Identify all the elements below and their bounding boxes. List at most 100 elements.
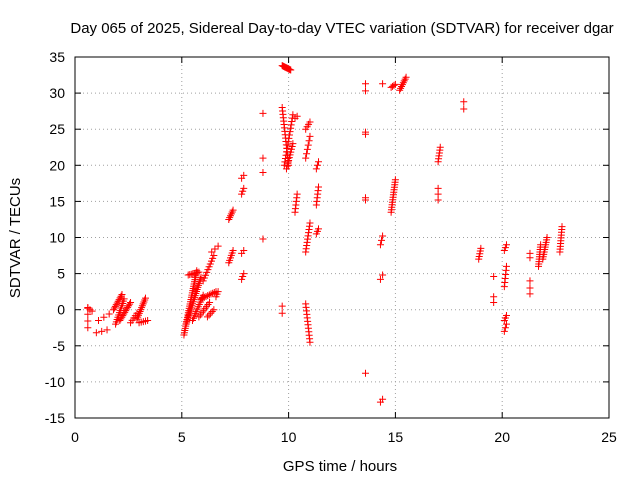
data-point (206, 298, 214, 306)
data-point (315, 225, 323, 233)
data-point (240, 270, 248, 278)
data-point (208, 248, 216, 256)
data-point (379, 232, 387, 240)
data-point (390, 81, 398, 89)
x-tick-label: 15 (388, 429, 404, 445)
data-point (434, 184, 442, 192)
data-point (281, 158, 289, 166)
data-point (306, 118, 314, 126)
data-point (285, 131, 293, 139)
x-tick-label: 25 (601, 429, 617, 445)
data-point (287, 66, 295, 74)
data-point (306, 132, 314, 140)
data-point (94, 317, 102, 325)
data-point (402, 73, 410, 81)
x-tick-label: 0 (71, 429, 79, 445)
data-point (305, 137, 313, 145)
data-point (92, 329, 100, 337)
data-point (391, 176, 399, 184)
data-point (239, 187, 247, 195)
data-point (502, 320, 510, 328)
data-point (200, 293, 208, 301)
data-point (501, 324, 509, 332)
data-point (280, 161, 288, 169)
data-point (103, 326, 111, 334)
data-point (210, 252, 218, 260)
data-point (98, 327, 106, 335)
data-point (361, 369, 369, 377)
data-point (278, 302, 286, 310)
y-tick-label: 35 (49, 49, 65, 65)
data-point (210, 306, 218, 314)
data-point (289, 111, 297, 119)
data-point (100, 313, 108, 321)
data-point (379, 271, 387, 279)
data-point (229, 246, 237, 254)
data-point (500, 327, 508, 335)
data-point (501, 244, 509, 252)
data-point (204, 292, 212, 300)
data-point (84, 324, 92, 332)
data-point (202, 292, 210, 300)
data-point (208, 308, 216, 316)
data-point (240, 246, 248, 254)
data-point (361, 128, 369, 136)
data-point (195, 268, 203, 276)
y-tick-label: -15 (45, 410, 65, 426)
y-tick-labels: -15 -10 -5 0 5 10 15 20 25 30 35 (45, 49, 65, 426)
data-point (361, 87, 369, 95)
data-point (197, 273, 205, 281)
data-point (379, 395, 387, 403)
data-point (502, 311, 510, 319)
data-point (127, 298, 135, 306)
axis-ticks (74, 56, 610, 419)
data-point (259, 235, 267, 243)
data-point (460, 105, 468, 113)
data-point (315, 183, 323, 191)
x-tick-label: 20 (494, 429, 510, 445)
data-point (283, 144, 291, 152)
y-tick-label: 0 (57, 302, 65, 318)
data-point (84, 310, 92, 318)
data-point (259, 109, 267, 117)
data-point (436, 143, 444, 151)
data-point (209, 289, 217, 297)
data-point (288, 117, 296, 125)
data-point (376, 275, 384, 283)
y-axis-label: SDTVAR / TECUs (7, 178, 24, 298)
data-point (361, 194, 369, 202)
data-point (239, 272, 247, 280)
data-point (376, 241, 384, 249)
data-point (278, 309, 286, 317)
data-point (302, 154, 310, 162)
data-point (229, 206, 237, 214)
data-point (214, 242, 222, 250)
data-point (197, 295, 205, 303)
data-point (88, 307, 96, 315)
y-tick-label: 5 (57, 266, 65, 282)
y-tick-label: 20 (49, 157, 65, 173)
data-points (84, 62, 566, 406)
y-tick-label: -5 (53, 338, 66, 354)
data-point (285, 134, 293, 142)
data-point (306, 338, 314, 346)
data-point (205, 311, 213, 319)
y-tick-label: 10 (49, 230, 65, 246)
data-point (105, 310, 113, 318)
data-point (502, 262, 510, 270)
data-point (238, 190, 246, 198)
data-point (214, 288, 222, 296)
y-tick-label: -10 (45, 374, 65, 390)
x-axis-label: GPS time / hours (283, 458, 397, 475)
data-point (207, 309, 215, 317)
data-point (287, 124, 295, 132)
data-point (259, 154, 267, 162)
data-point (315, 158, 323, 166)
data-point (126, 300, 134, 308)
data-point (303, 145, 311, 153)
data-point (460, 98, 468, 106)
y-tick-label: 15 (49, 193, 65, 209)
data-point (141, 294, 149, 302)
data-point (240, 171, 248, 179)
data-point (490, 293, 498, 301)
